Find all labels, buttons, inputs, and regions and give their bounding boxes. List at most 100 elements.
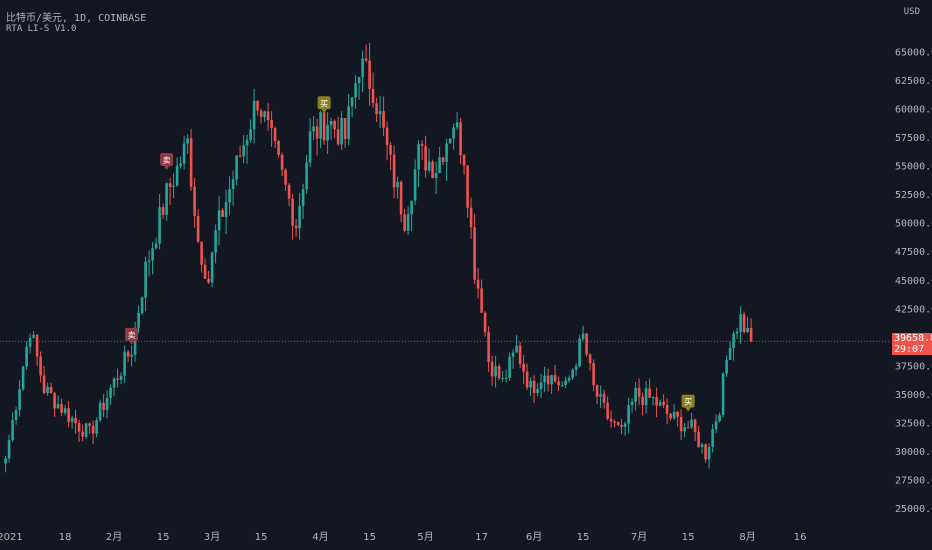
candle bbox=[74, 409, 77, 434]
candle bbox=[88, 422, 91, 434]
sell-signal-marker[interactable]: 卖 bbox=[125, 327, 139, 345]
y-tick-label: 42500.00 bbox=[895, 304, 932, 315]
symbol-title[interactable]: 比特币/美元, 1D, COINBASE bbox=[6, 13, 147, 24]
y-axis[interactable]: 25000.00 27500.00 30000.00 32500.00 35000.00… bbox=[895, 48, 932, 516]
candle bbox=[735, 327, 739, 340]
candle bbox=[560, 381, 564, 388]
buy-signal-marker[interactable]: 买 bbox=[681, 394, 695, 412]
x-tick-label: 2021 bbox=[0, 532, 23, 543]
candle bbox=[228, 176, 231, 216]
candle bbox=[196, 208, 200, 244]
candle bbox=[123, 345, 126, 383]
candle bbox=[620, 418, 623, 435]
candle bbox=[746, 316, 749, 334]
candle bbox=[140, 296, 144, 315]
candle bbox=[382, 96, 385, 136]
y-tick-label: 57500.00 bbox=[895, 133, 932, 144]
x-tick-label: 15 bbox=[682, 532, 695, 543]
candle bbox=[686, 421, 690, 429]
candle bbox=[518, 342, 522, 368]
x-axis[interactable]: 2021 18 2月 15 3月 15 4月 15 5月 17 6月 15 7月 15 8月 16 bbox=[0, 531, 806, 543]
candle bbox=[224, 189, 228, 235]
candle bbox=[574, 363, 578, 377]
candle bbox=[221, 207, 224, 217]
candle bbox=[203, 258, 207, 279]
candle bbox=[543, 366, 546, 392]
candle bbox=[630, 398, 634, 413]
candle bbox=[721, 372, 725, 418]
candle bbox=[644, 381, 648, 414]
candle bbox=[669, 412, 672, 421]
candle bbox=[165, 182, 168, 221]
candle bbox=[81, 424, 84, 442]
candle bbox=[455, 112, 459, 130]
x-tick-label: 17 bbox=[475, 532, 488, 543]
candle bbox=[459, 118, 462, 165]
x-tick-label: 7月 bbox=[631, 531, 647, 543]
candle bbox=[39, 351, 42, 383]
candle bbox=[592, 359, 595, 392]
indicator-title[interactable]: RTA LI-S V1.0 bbox=[6, 24, 77, 34]
candle bbox=[109, 384, 112, 405]
x-tick-label: 6月 bbox=[526, 531, 542, 543]
x-tick-label: 8月 bbox=[739, 531, 755, 543]
candle bbox=[158, 194, 161, 250]
y-tick-label: 60000.00 bbox=[895, 105, 932, 116]
candle bbox=[371, 72, 375, 108]
candle bbox=[700, 442, 704, 454]
x-tick-label: 15 bbox=[157, 532, 170, 543]
candle bbox=[609, 410, 613, 428]
candle bbox=[7, 434, 11, 463]
candle bbox=[504, 369, 508, 383]
candle bbox=[270, 111, 273, 147]
candle bbox=[70, 415, 74, 429]
candles bbox=[4, 42, 753, 473]
candle bbox=[623, 421, 627, 436]
candle bbox=[189, 129, 193, 191]
candle bbox=[473, 213, 476, 285]
candle bbox=[119, 372, 123, 385]
candle bbox=[263, 110, 266, 123]
y-tick-label: 55000.00 bbox=[895, 162, 932, 173]
candle bbox=[441, 157, 445, 166]
candle bbox=[350, 96, 354, 117]
signal-label: 卖 bbox=[128, 331, 136, 340]
candle bbox=[637, 378, 641, 406]
x-tick-label: 18 bbox=[59, 532, 72, 543]
candle bbox=[602, 389, 606, 409]
candle bbox=[683, 422, 686, 438]
candle bbox=[28, 333, 32, 354]
candle bbox=[67, 401, 70, 428]
candle bbox=[305, 155, 308, 194]
candle bbox=[606, 396, 609, 421]
candle bbox=[462, 153, 466, 175]
sell-signal-marker[interactable]: 卖 bbox=[160, 152, 174, 170]
candle bbox=[539, 374, 543, 399]
candle bbox=[564, 376, 567, 389]
candle bbox=[238, 145, 242, 158]
last-price-value: 39658.82 bbox=[894, 333, 932, 345]
y-tick-label: 50000.00 bbox=[895, 219, 932, 230]
candle bbox=[732, 330, 735, 361]
candle bbox=[490, 355, 494, 387]
candle bbox=[273, 126, 277, 148]
candle bbox=[616, 421, 620, 427]
candle bbox=[126, 350, 130, 362]
candle bbox=[431, 159, 434, 179]
candle bbox=[375, 97, 378, 123]
candle bbox=[284, 168, 287, 191]
signal-label: 买 bbox=[684, 398, 692, 407]
candle bbox=[308, 118, 312, 168]
buy-signal-marker[interactable]: 买 bbox=[317, 96, 331, 114]
candle bbox=[511, 349, 515, 369]
x-tick-label: 16 bbox=[794, 532, 807, 543]
candle bbox=[581, 325, 585, 342]
candle bbox=[102, 393, 105, 418]
candle bbox=[193, 177, 196, 228]
candle bbox=[137, 305, 140, 334]
candle bbox=[599, 385, 602, 409]
candle bbox=[77, 419, 81, 443]
candle bbox=[718, 412, 721, 423]
